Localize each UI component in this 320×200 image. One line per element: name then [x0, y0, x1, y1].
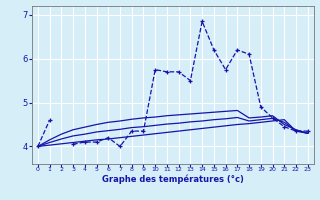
X-axis label: Graphe des températures (°c): Graphe des températures (°c): [102, 175, 244, 184]
